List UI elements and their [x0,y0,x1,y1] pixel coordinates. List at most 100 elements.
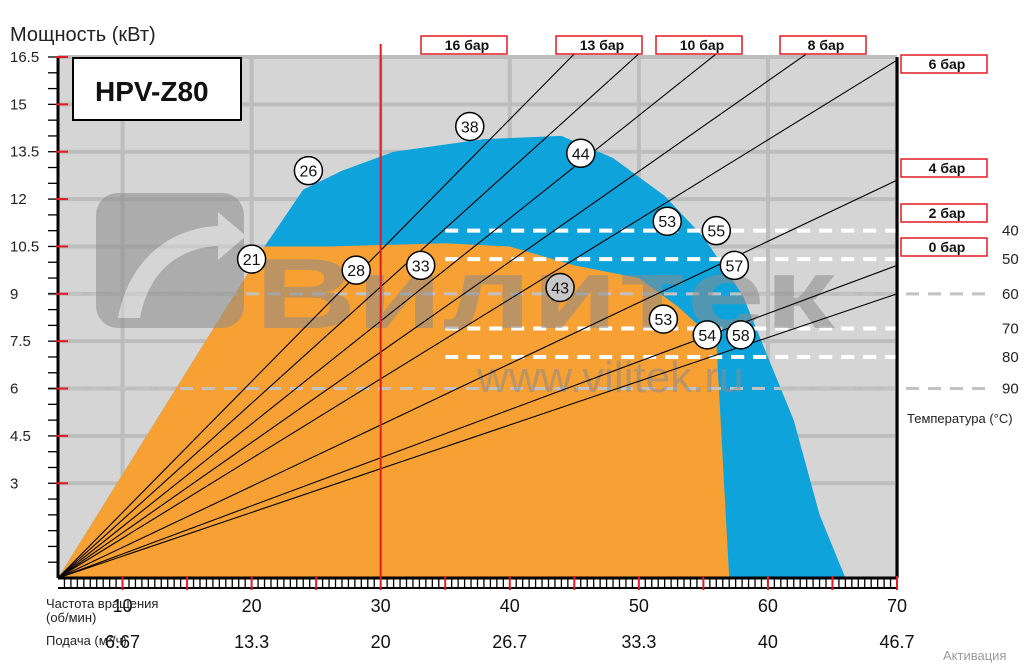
pressure-line [57,264,898,579]
pressure-lines [57,53,898,579]
watermark-logo-icon [96,193,246,328]
pressure-label-box [555,35,643,55]
point-value: 58 [732,328,750,345]
point-value: 57 [725,258,743,275]
x-axis-title-line1: Частота вращения [46,596,158,611]
x-tick-label: 30 [371,596,391,616]
temperature-axis-title: Температура (°C) [907,411,1013,426]
pressure-labels: 16 бар 13 бар 10 бар 8 бар 6 бар 4 бар 2 бар 0 … [420,35,988,257]
pressure-line [57,53,717,579]
point-circle [719,250,750,281]
point-value: 38 [461,119,479,136]
pressure-label-text: 6 бар [929,56,966,72]
pressure-label: 6 бар [900,54,988,74]
point-label: 44 [566,138,596,169]
flow-tick-labels: 6.67 13.3 20 26.7 33.3 40 46.7 [105,632,915,652]
point-label: 53 [652,206,682,236]
temperature-label: 90 [1002,381,1019,398]
x-tick-label: 40 [500,596,520,616]
point-label: 33 [405,250,436,281]
pressure-line [57,293,898,579]
point-value: 43 [551,281,569,298]
pressure-label-text: 4 бар [929,160,966,176]
point-circle [692,320,723,350]
pressure-label: 0 бар [900,237,988,257]
point-circle [405,250,436,281]
flow-tick-label: 46.7 [879,632,914,652]
model-box: HPV-Z80 [72,57,242,121]
pressure-label: 8 бар [779,35,867,55]
point-circle [293,155,324,186]
flow-tick-label: 40 [758,632,778,652]
point-value: 26 [300,164,318,181]
axes [48,56,899,590]
pressure-label-text: 0 бар [929,239,966,255]
x-tick-label: 10 [113,596,133,616]
pressure-label-text: 8 бар [808,37,845,53]
point-circle [236,244,267,274]
point-label: 43 [545,272,575,303]
pressure-label-text: 16 бар [445,37,489,53]
pressure-label: 2 бар [900,203,988,223]
flow-axis-title: Подача (м³/ч) [46,633,127,648]
model-label: HPV-Z80 [95,76,209,107]
temperature-label: 80 [1002,349,1019,366]
temperature-label: 60 [1002,286,1019,303]
temperature-label: 50 [1002,251,1019,268]
point-value: 53 [658,214,676,231]
pressure-label: 13 бар [555,35,643,55]
pressure-label-box [420,35,508,55]
y-tick-label: 10.5 [10,238,39,255]
temperature-label: 70 [1002,321,1019,338]
point-value: 54 [698,328,716,345]
y-axis-title: Мощность (кВт) [10,24,156,46]
x-axis-title-line2: (об/мин) [46,610,96,625]
point-value: 55 [707,224,725,241]
y-tick-label: 13.5 [10,144,39,161]
x-tick-label: 20 [242,596,262,616]
point-label: 57 [719,250,750,281]
pressure-label-text: 10 бар [680,37,724,53]
pressure-line [57,53,575,579]
point-label: 28 [341,255,371,285]
pressure-line [57,53,807,579]
pressure-label: 16 бар [420,35,508,55]
point-label: 54 [692,320,723,350]
y-tick-label: 16.5 [10,49,39,66]
temperature-label: 40 [1002,223,1019,240]
pressure-line [57,59,898,579]
pressure-label-text: 13 бар [580,37,624,53]
temperature-labels: 40 50 60 70 80 90 [1002,223,1019,398]
point-label: 21 [236,244,267,274]
point-label: 38 [455,111,485,142]
pressure-label: 10 бар [655,35,743,55]
pressure-label-box [900,54,988,74]
point-label: 53 [648,304,679,334]
point-value: 53 [654,312,672,329]
flow-tick-label: 6.67 [105,632,140,652]
y-tick-label: 15 [10,96,27,113]
x-tick-label: 60 [758,596,778,616]
point-value: 33 [412,258,430,275]
pressure-line [57,179,898,579]
x-tick-label: 50 [629,596,649,616]
pressure-line [57,53,640,579]
pressure-label-box [655,35,743,55]
point-circle [701,215,732,246]
pressure-label-box [900,158,988,178]
point-circle [726,320,756,350]
y-tick-label: 4.5 [10,428,31,445]
y-tick-label: 12 [10,191,27,208]
flow-tick-label: 20 [371,632,391,652]
point-value: 44 [572,146,590,163]
activation-text: Активация [943,648,1006,663]
pressure-label-box [779,35,867,55]
point-circle [648,304,679,334]
point-value: 28 [347,263,365,280]
point-circle [652,206,682,236]
x-tick-label: 70 [887,596,907,616]
y-tick-label: 7.5 [10,333,31,350]
flow-tick-label: 26.7 [492,632,527,652]
point-label: 26 [293,155,324,186]
